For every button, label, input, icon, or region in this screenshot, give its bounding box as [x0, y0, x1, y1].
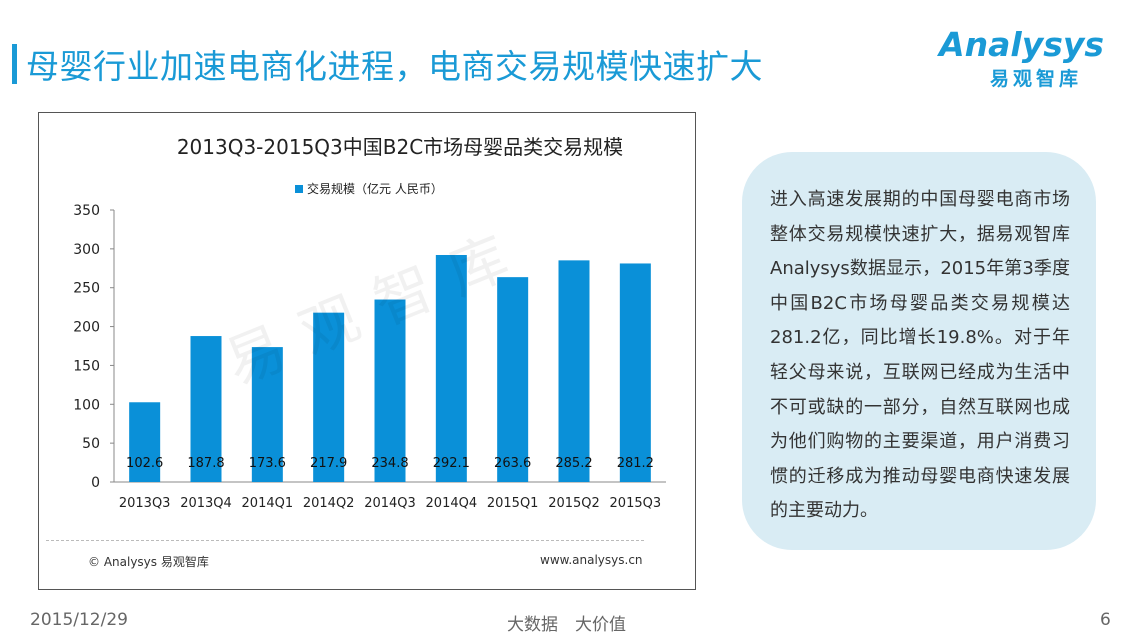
- x-tick-label: 2014Q4: [426, 496, 478, 511]
- bar-value-label: 102.6: [126, 456, 163, 471]
- callout-panel: [742, 152, 1096, 550]
- logo-subtitle: 易观智库: [989, 68, 1082, 90]
- chart-footer-divider: [46, 540, 644, 541]
- x-tick-label: 2015Q2: [548, 496, 600, 511]
- x-tick-label: 2015Q3: [610, 496, 662, 511]
- y-tick-label: 150: [73, 358, 100, 374]
- bar: [129, 402, 161, 482]
- legend-swatch: [295, 185, 303, 193]
- bar: [313, 312, 345, 482]
- bar-value-label: 234.8: [371, 456, 408, 471]
- bar-value-label: 281.2: [617, 456, 654, 471]
- x-tick-label: 2013Q4: [180, 496, 232, 511]
- bar: [619, 263, 651, 482]
- bar: [251, 347, 283, 482]
- x-tick-label: 2014Q3: [364, 496, 416, 511]
- y-tick-label: 350: [73, 203, 100, 219]
- y-tick-label: 250: [73, 281, 100, 297]
- chart-title: 2013Q3-2015Q3中国B2C市场母婴品类交易规模: [177, 135, 623, 159]
- x-tick-label: 2015Q1: [487, 496, 539, 511]
- footer-date: 2015/12/29: [30, 610, 128, 630]
- bar: [435, 254, 467, 482]
- chart-frame: 2013Q3-2015Q3中国B2C市场母婴品类交易规模交易规模（亿元 人民币）…: [38, 112, 696, 590]
- bar-value-label: 292.1: [433, 456, 470, 471]
- analysys-logo: Analysys 易观智库: [934, 26, 1104, 101]
- y-tick-label: 100: [73, 397, 100, 413]
- x-tick-label: 2013Q3: [119, 496, 171, 511]
- legend-label: 交易规模（亿元 人民币）: [307, 181, 443, 196]
- bar: [558, 260, 590, 482]
- y-tick-label: 200: [73, 320, 100, 336]
- x-tick-label: 2014Q2: [303, 496, 355, 511]
- bar-value-label: 173.6: [249, 456, 286, 471]
- page-number: 6: [1100, 610, 1111, 630]
- bar: [497, 277, 529, 482]
- bar: [190, 336, 222, 482]
- x-tick-label: 2014Q1: [242, 496, 294, 511]
- bar-value-label: 187.8: [187, 456, 224, 471]
- y-tick-label: 300: [73, 242, 100, 258]
- page-title: 母婴行业加速电商化进程，电商交易规模快速扩大: [26, 47, 763, 86]
- logo-wordmark: Analysys: [939, 25, 1104, 64]
- bar-value-label: 263.6: [494, 456, 531, 471]
- y-tick-label: 0: [91, 475, 100, 491]
- chart-url: www.analysys.cn: [540, 553, 643, 567]
- chart-source: © Analysys 易观智库: [88, 555, 209, 569]
- callout-text: 进入高速发展期的中国母婴电商市场整体交易规模快速扩大，据易观智库Analysys…: [770, 189, 1070, 522]
- bar-value-label: 285.2: [555, 456, 592, 471]
- footer-slogan: 大数据 大价值: [507, 615, 626, 635]
- y-tick-label: 50: [82, 436, 100, 452]
- bar-value-label: 217.9: [310, 456, 347, 471]
- title-accent-bar: [12, 44, 17, 84]
- bar: [374, 299, 406, 482]
